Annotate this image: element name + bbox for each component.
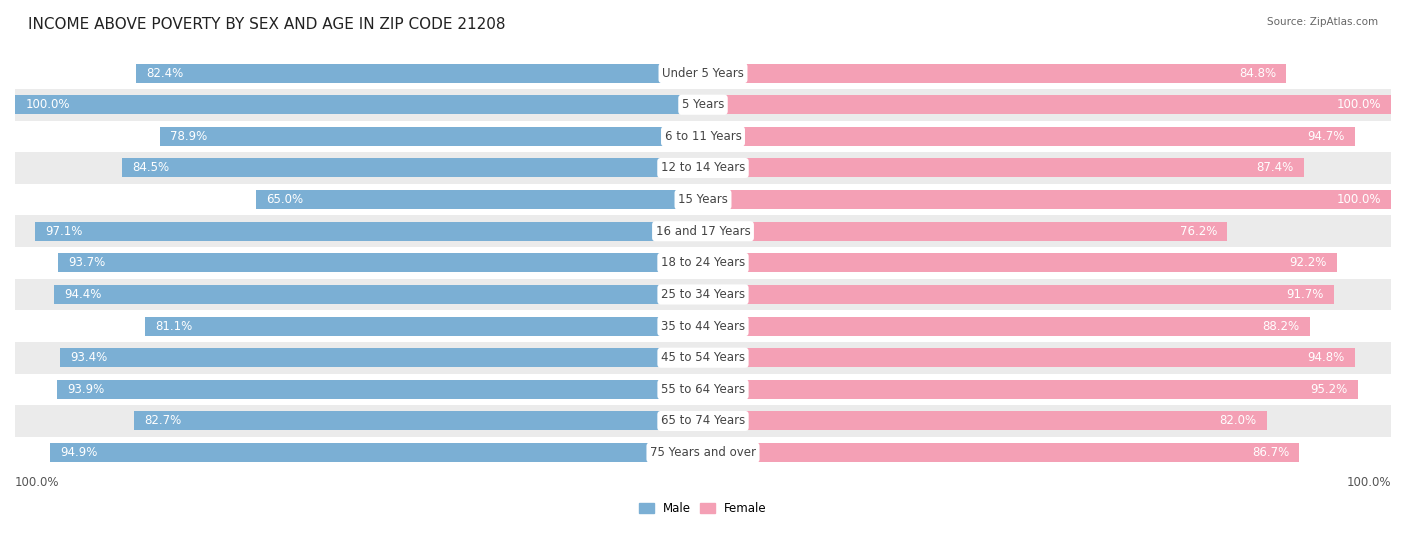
Text: 15 Years: 15 Years [678,193,728,206]
Bar [703,95,1391,114]
Bar [703,316,1310,335]
Text: 25 to 34 Years: 25 to 34 Years [661,288,745,301]
Text: 100.0%: 100.0% [1336,98,1381,111]
Bar [160,127,703,146]
Bar [15,57,1391,89]
Text: 87.4%: 87.4% [1257,162,1294,174]
Text: 18 to 24 Years: 18 to 24 Years [661,257,745,269]
Bar [15,437,1391,468]
Text: 5 Years: 5 Years [682,98,724,111]
Bar [703,64,1286,83]
Text: 55 to 64 Years: 55 to 64 Years [661,383,745,396]
Text: 91.7%: 91.7% [1286,288,1323,301]
Text: INCOME ABOVE POVERTY BY SEX AND AGE IN ZIP CODE 21208: INCOME ABOVE POVERTY BY SEX AND AGE IN Z… [28,17,506,32]
Text: 94.7%: 94.7% [1306,130,1344,143]
Bar [703,411,1267,430]
Text: 86.7%: 86.7% [1251,446,1289,459]
Text: 65.0%: 65.0% [266,193,304,206]
Text: 95.2%: 95.2% [1310,383,1348,396]
Text: 78.9%: 78.9% [170,130,208,143]
Bar [703,348,1355,367]
Bar [15,310,1391,342]
Text: 82.7%: 82.7% [145,414,181,428]
Text: 92.2%: 92.2% [1289,257,1327,269]
Bar [58,253,703,272]
Bar [15,89,1391,121]
Text: 6 to 11 Years: 6 to 11 Years [665,130,741,143]
Bar [60,348,703,367]
Text: 76.2%: 76.2% [1180,225,1218,238]
Text: 84.8%: 84.8% [1239,67,1277,79]
Bar [256,190,703,209]
Bar [15,373,1391,405]
Bar [15,247,1391,279]
Legend: Male, Female: Male, Female [634,498,772,520]
Bar [15,405,1391,437]
Text: Under 5 Years: Under 5 Years [662,67,744,79]
Bar [58,380,703,399]
Text: 100.0%: 100.0% [25,98,70,111]
Bar [15,342,1391,373]
Bar [15,279,1391,310]
Bar [53,285,703,304]
Text: 65 to 74 Years: 65 to 74 Years [661,414,745,428]
Bar [51,443,703,462]
Text: 94.8%: 94.8% [1308,351,1346,364]
Bar [703,190,1391,209]
Text: 45 to 54 Years: 45 to 54 Years [661,351,745,364]
Bar [136,64,703,83]
Bar [15,152,1391,184]
Text: 16 and 17 Years: 16 and 17 Years [655,225,751,238]
Text: 93.7%: 93.7% [69,257,105,269]
Bar [703,127,1354,146]
Text: Source: ZipAtlas.com: Source: ZipAtlas.com [1267,17,1378,27]
Text: 93.4%: 93.4% [70,351,108,364]
Text: 100.0%: 100.0% [1347,476,1391,489]
Bar [15,121,1391,152]
Text: 93.9%: 93.9% [67,383,104,396]
Text: 84.5%: 84.5% [132,162,169,174]
Text: 88.2%: 88.2% [1263,320,1299,333]
Bar [35,222,703,241]
Bar [134,411,703,430]
Bar [145,316,703,335]
Text: 100.0%: 100.0% [1336,193,1381,206]
Bar [15,184,1391,215]
Bar [703,443,1299,462]
Text: 12 to 14 Years: 12 to 14 Years [661,162,745,174]
Bar [703,222,1227,241]
Text: 35 to 44 Years: 35 to 44 Years [661,320,745,333]
Text: 94.4%: 94.4% [63,288,101,301]
Bar [15,95,703,114]
Bar [703,253,1337,272]
Text: 82.0%: 82.0% [1220,414,1257,428]
Text: 100.0%: 100.0% [15,476,59,489]
Bar [122,159,703,177]
Text: 75 Years and over: 75 Years and over [650,446,756,459]
Bar [15,215,1391,247]
Text: 94.9%: 94.9% [60,446,98,459]
Bar [703,380,1358,399]
Bar [703,285,1334,304]
Bar [703,159,1305,177]
Text: 81.1%: 81.1% [155,320,193,333]
Text: 97.1%: 97.1% [45,225,83,238]
Text: 82.4%: 82.4% [146,67,184,79]
